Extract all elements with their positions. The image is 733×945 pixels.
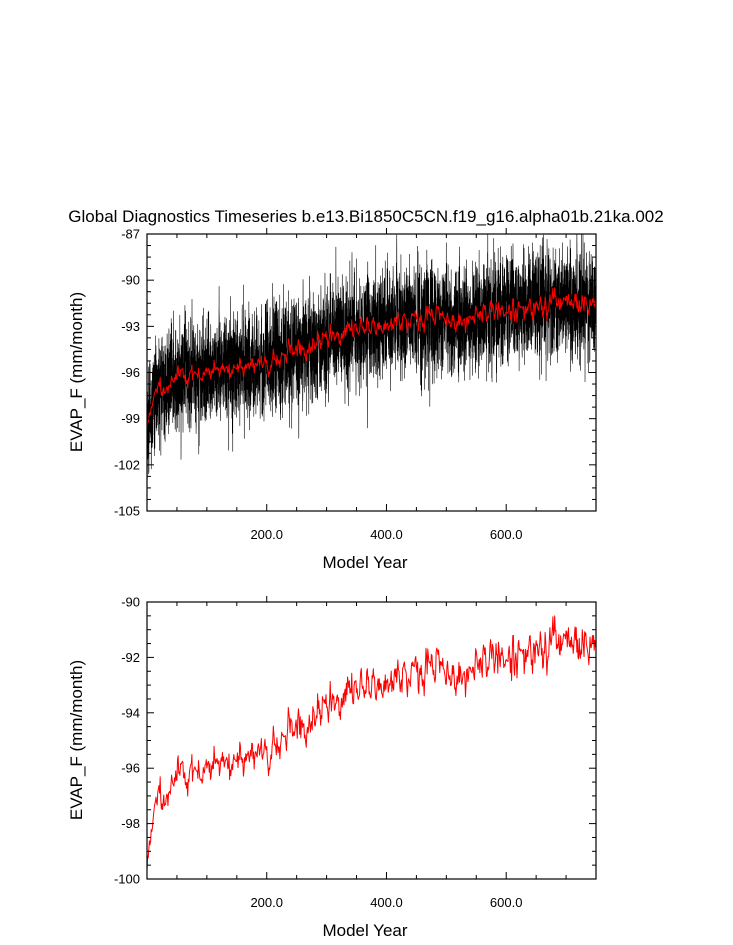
y-tick-label: -90 [121,595,140,610]
series-line-monthly [147,234,596,481]
y-tick-label: -105 [114,504,140,519]
y-tick-label: -102 [114,457,140,472]
y-tick-label: -99 [121,411,140,426]
top-panel: Global Diagnostics Timeseries b.e13.Bi18… [67,207,664,572]
x-tick-label: 200.0 [250,895,283,910]
y-tick-label: -100 [114,872,140,887]
x-tick-label: 200.0 [250,527,283,542]
y-axis-tick-labels: -100 -98 -96 -94 -92 -90 [114,595,140,887]
x-axis-tick-labels: 200.0 400.0 600.0 [250,527,522,542]
series-line-annual-mean [147,287,596,430]
chart-title: Global Diagnostics Timeseries b.e13.Bi18… [68,207,663,226]
y-axis-title: EVAP_F (mm/month) [67,292,86,452]
x-tick-label: 600.0 [490,895,523,910]
x-axis-title: Model Year [322,921,407,940]
series-group [147,234,596,481]
x-axis-tick-labels: 200.0 400.0 600.0 [250,895,522,910]
y-tick-label: -96 [121,365,140,380]
y-tick-label: -96 [121,761,140,776]
series-group [147,615,596,871]
x-tick-label: 400.0 [370,895,403,910]
y-tick-label: -90 [121,273,140,288]
x-tick-label: 600.0 [490,527,523,542]
y-tick-label: -87 [121,227,140,242]
y-tick-label: -92 [121,650,140,665]
y-tick-label: -98 [121,816,140,831]
y-tick-label: -93 [121,319,140,334]
bottom-panel: -100 -98 -96 -94 -92 -90 200.0 400.0 600… [67,595,597,940]
x-axis-title: Model Year [322,553,407,572]
axis-ticks [147,596,596,880]
series-line-annual-mean [147,615,596,871]
x-tick-label: 400.0 [370,527,403,542]
y-axis-tick-labels: -105 -102 -99 -96 -93 -90 -87 [114,227,140,519]
y-axis-title: EVAP_F (mm/month) [67,660,86,820]
axis-ticks [147,228,596,512]
y-tick-label: -94 [121,705,140,720]
